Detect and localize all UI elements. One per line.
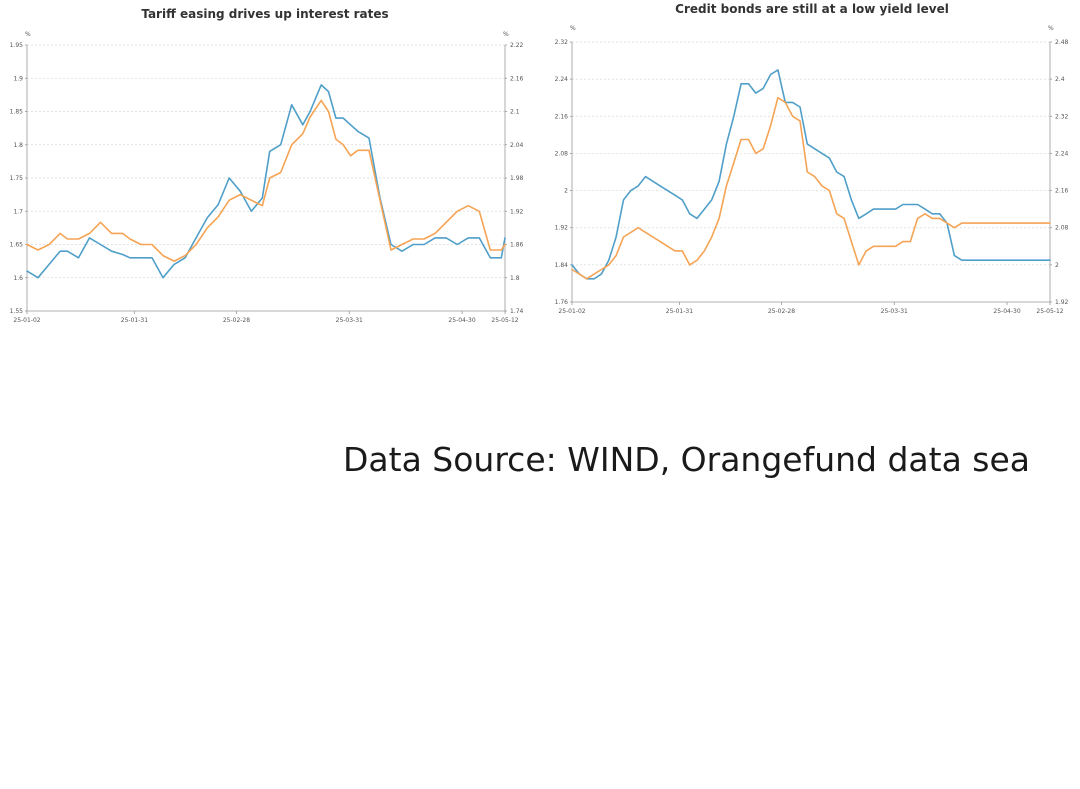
x-tick-label: 25-02-28 (768, 308, 795, 315)
x-tick-label: 25-03-31 (336, 317, 363, 324)
x-tick-label: 25-04-30 (993, 308, 1020, 315)
chart-title: Credit bonds are still at a low yield le… (675, 2, 949, 16)
right-axis-unit: % (503, 31, 509, 38)
right-y-tick-label: 2.48 (1055, 39, 1069, 46)
left-y-tick-label: 1.65 (10, 242, 24, 249)
series-line-blue (571, 69, 1051, 280)
right-y-tick-label: 2.1 (510, 109, 520, 116)
right-y-tick-label: 1.92 (510, 208, 524, 215)
left-y-tick-label: 2.32 (555, 39, 569, 46)
x-tick-label: 25-04-30 (448, 317, 475, 324)
left-y-tick-label: 2.24 (555, 76, 569, 83)
series-line-orange (26, 99, 506, 262)
left-y-tick-label: 1.9 (13, 75, 23, 82)
right-y-tick-label: 2.4 (1055, 76, 1065, 83)
chart-title: Tariff easing drives up interest rates (141, 7, 388, 21)
x-tick-label: 25-01-31 (666, 308, 693, 315)
left-y-tick-label: 1.85 (10, 109, 24, 116)
x-tick-label: 25-01-31 (121, 317, 148, 324)
right-y-tick-label: 2.08 (1055, 225, 1069, 232)
left-y-tick-label: 1.95 (10, 42, 24, 49)
right-y-tick-label: 2.24 (1055, 150, 1069, 157)
right-y-tick-label: 2.22 (510, 42, 524, 49)
left-axis-unit: % (570, 25, 576, 32)
x-tick-label: 25-01-02 (558, 308, 585, 315)
x-tick-label: 25-02-28 (223, 317, 250, 324)
left-y-tick-label: 1.75 (10, 175, 24, 182)
series-line-blue (26, 84, 506, 279)
left-y-tick-label: 2.16 (555, 113, 569, 120)
right-y-tick-label: 1.86 (510, 242, 524, 249)
chart-tariff-easing-svg: Tariff easing drives up interest rates %… (10, 7, 524, 324)
chart-credit-bonds-svg: Credit bonds are still at a low yield le… (555, 2, 1069, 315)
left-y-tick-label: 1.76 (555, 299, 569, 306)
series-line-orange (571, 96, 1051, 280)
right-y-tick-label: 2 (1055, 262, 1059, 269)
left-y-tick-label: 2.08 (555, 150, 569, 157)
left-y-tick-label: 1.55 (10, 308, 24, 315)
left-y-tick-label: 1.92 (555, 225, 569, 232)
data-source-note: Data Source: WIND, Orangefund data sea (343, 440, 1031, 479)
x-tick-label: 25-03-31 (881, 308, 908, 315)
right-y-tick-label: 1.92 (1055, 299, 1069, 306)
right-y-tick-label: 2.16 (510, 75, 524, 82)
chart-credit-bonds: Credit bonds are still at a low yield le… (540, 0, 1080, 335)
x-tick-label: 25-01-02 (13, 317, 40, 324)
left-y-tick-label: 1.7 (13, 208, 23, 215)
x-tick-label: 25-05-12 (1036, 308, 1063, 315)
left-y-tick-label: 1.84 (555, 262, 569, 269)
right-y-tick-label: 2.04 (510, 142, 524, 149)
x-tick-label: 25-05-12 (491, 317, 518, 324)
right-y-tick-label: 1.98 (510, 175, 524, 182)
left-y-tick-label: 1.6 (13, 275, 23, 282)
right-y-tick-label: 2.16 (1055, 188, 1069, 195)
left-axis-unit: % (25, 31, 31, 38)
chart-tariff-easing: Tariff easing drives up interest rates %… (0, 0, 540, 335)
left-y-tick-label: 1.8 (13, 142, 23, 149)
left-y-tick-label: 2 (564, 188, 568, 195)
right-axis-unit: % (1048, 25, 1054, 32)
right-y-tick-label: 2.32 (1055, 113, 1069, 120)
right-y-tick-label: 1.74 (510, 308, 524, 315)
right-y-tick-label: 1.8 (510, 275, 520, 282)
